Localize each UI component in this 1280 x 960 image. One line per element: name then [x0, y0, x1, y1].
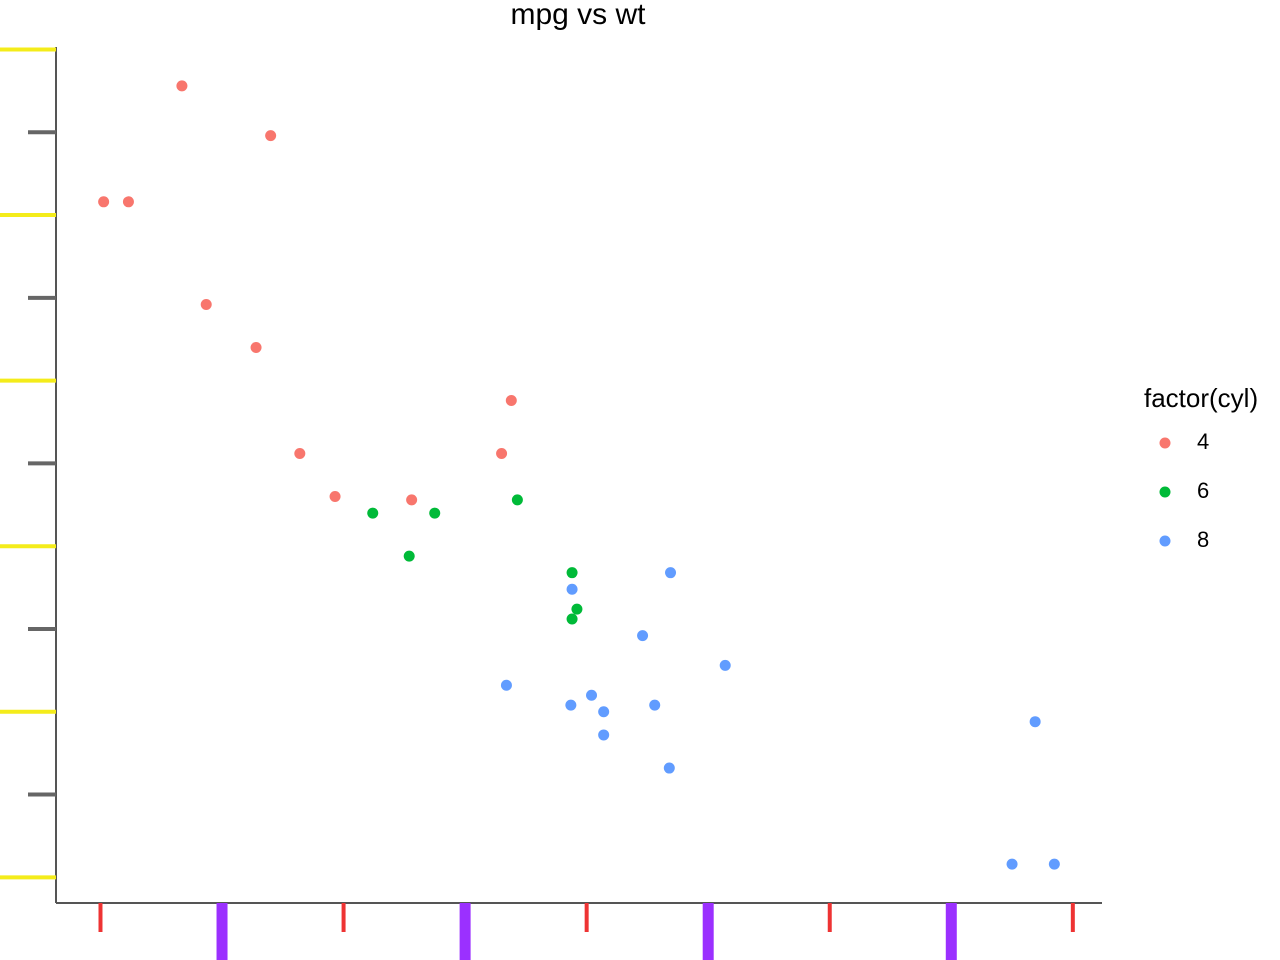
point: [294, 447, 306, 459]
point: [403, 550, 415, 562]
legend-label: 8: [1197, 527, 1209, 552]
point: [565, 699, 577, 711]
legend-label: 4: [1197, 429, 1209, 454]
legend-marker: [1159, 535, 1171, 547]
point: [598, 729, 610, 741]
point: [505, 394, 517, 406]
point: [637, 630, 649, 642]
point: [566, 567, 578, 579]
point: [122, 196, 134, 208]
point: [250, 342, 262, 354]
point: [329, 491, 341, 503]
point: [598, 706, 610, 718]
point: [566, 613, 578, 625]
point: [367, 507, 379, 519]
point: [571, 603, 583, 615]
point: [1048, 858, 1060, 870]
point: [265, 130, 277, 142]
legend-label: 6: [1197, 478, 1209, 503]
point: [406, 494, 418, 506]
point: [1006, 858, 1018, 870]
point: [98, 196, 110, 208]
point: [500, 679, 512, 691]
point: [496, 447, 508, 459]
point: [176, 80, 188, 92]
point: [663, 762, 675, 774]
legend-marker: [1159, 486, 1171, 498]
chart-title: mpg vs wt: [510, 0, 646, 31]
point: [649, 699, 661, 711]
legend-title: factor(cyl): [1144, 383, 1258, 413]
point: [1029, 716, 1041, 728]
point: [586, 689, 598, 701]
point: [200, 298, 212, 310]
point: [566, 583, 578, 595]
point: [429, 507, 441, 519]
legend-marker: [1159, 437, 1171, 449]
point: [719, 659, 731, 671]
point: [665, 567, 677, 579]
point: [511, 494, 523, 506]
